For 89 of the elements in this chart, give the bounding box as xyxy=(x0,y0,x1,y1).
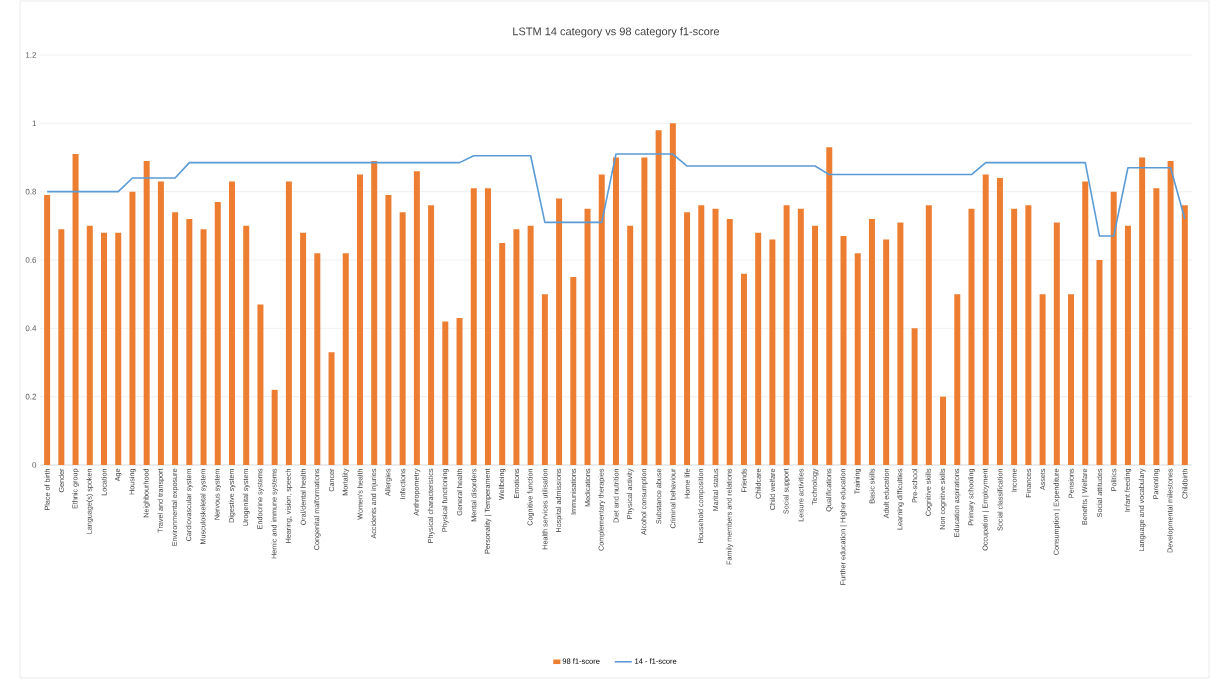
bar xyxy=(1011,208,1018,465)
bar xyxy=(172,212,179,465)
bar xyxy=(314,253,321,465)
y-tick-label: 0.8 xyxy=(25,188,37,195)
bar xyxy=(72,154,79,465)
y-tick-label: 0.2 xyxy=(25,393,37,400)
bar xyxy=(925,205,932,465)
bar xyxy=(584,208,591,465)
y-tick-label: 1.2 xyxy=(25,52,37,58)
bar xyxy=(1096,259,1103,465)
bar xyxy=(285,181,292,465)
bar xyxy=(1082,181,1089,465)
bar xyxy=(740,273,747,465)
bar xyxy=(684,212,691,465)
bar xyxy=(442,321,449,465)
bar xyxy=(1153,188,1160,465)
bar xyxy=(996,177,1003,465)
bar xyxy=(399,212,406,465)
y-tick-label: 0.6 xyxy=(25,257,37,263)
bar xyxy=(541,294,548,465)
bar xyxy=(612,157,619,465)
bar xyxy=(157,181,164,465)
bar xyxy=(214,201,221,465)
bar xyxy=(356,174,363,465)
bar xyxy=(868,218,875,465)
bar xyxy=(883,239,890,465)
bar xyxy=(470,188,477,465)
bar xyxy=(897,222,904,465)
bar xyxy=(854,253,861,465)
bar xyxy=(228,181,235,465)
chart-title: LSTM 14 category vs 98 category f1-score xyxy=(513,27,720,38)
bar xyxy=(44,195,51,465)
bar xyxy=(271,389,278,465)
bar xyxy=(655,130,662,465)
bar xyxy=(556,198,563,465)
bar xyxy=(513,229,520,465)
bar xyxy=(826,147,833,465)
bar xyxy=(328,352,335,465)
bar xyxy=(1053,222,1060,465)
bar xyxy=(1039,294,1046,465)
bar xyxy=(129,191,136,465)
bar xyxy=(413,171,420,465)
bar xyxy=(755,232,762,465)
bar xyxy=(1124,225,1131,465)
bar xyxy=(101,232,108,465)
bar xyxy=(371,160,378,465)
bar xyxy=(954,294,961,465)
bar xyxy=(115,232,122,465)
bar xyxy=(86,225,93,465)
bar xyxy=(1110,191,1117,465)
bar xyxy=(200,229,207,465)
bar xyxy=(1025,205,1032,465)
bar xyxy=(641,157,648,465)
bar xyxy=(627,225,634,465)
y-tick-label: 1 xyxy=(32,120,37,127)
bar xyxy=(1167,160,1174,465)
bar xyxy=(840,236,847,465)
bar xyxy=(143,160,150,465)
bar xyxy=(669,123,676,465)
bar xyxy=(186,218,193,465)
bar xyxy=(385,195,392,465)
bar xyxy=(783,205,790,465)
y-tick-label: 0 xyxy=(32,462,37,468)
bar xyxy=(570,277,577,465)
bar xyxy=(1139,157,1146,465)
bar xyxy=(911,328,918,465)
bar xyxy=(968,208,975,465)
bar xyxy=(712,208,719,465)
y-tick-label: 0.4 xyxy=(25,325,37,332)
bar xyxy=(797,208,804,465)
bar xyxy=(484,188,491,465)
bar xyxy=(527,225,534,465)
bar xyxy=(300,232,307,465)
bar xyxy=(1068,294,1075,465)
bar xyxy=(769,239,776,465)
bar xyxy=(940,396,947,465)
bar xyxy=(257,304,264,465)
bar xyxy=(982,174,989,465)
bar xyxy=(456,318,463,465)
bar xyxy=(243,225,250,465)
bar xyxy=(598,174,605,465)
bar xyxy=(428,205,435,465)
bar xyxy=(58,229,65,465)
bar xyxy=(499,242,506,465)
bar xyxy=(812,225,819,465)
bar xyxy=(726,218,733,465)
bar xyxy=(342,253,349,465)
bar xyxy=(1181,205,1188,465)
bar xyxy=(698,205,705,465)
